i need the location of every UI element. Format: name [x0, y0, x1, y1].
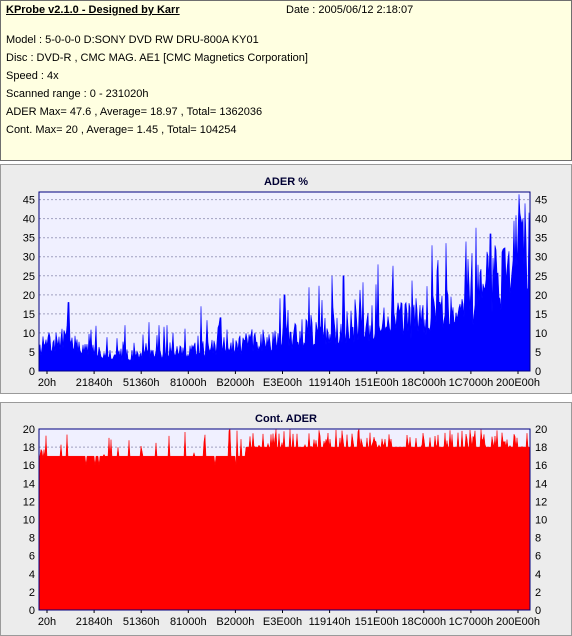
y-tick-label-right: 6	[535, 551, 541, 563]
y-tick-label-left: 40	[23, 214, 35, 226]
scan-date: Date : 2005/06/12 2:18:07	[286, 4, 414, 16]
y-tick-label-left: 20	[23, 424, 35, 436]
app-title: KProbe v2.1.0 - Designed by Karr	[6, 4, 180, 16]
chart-title: Cont. ADER	[255, 413, 317, 425]
x-tick-label: 1C7000h	[449, 616, 494, 628]
y-tick-label-right: 18	[535, 442, 547, 454]
y-tick-label-left: 6	[29, 551, 35, 563]
plot-border	[38, 428, 531, 611]
y-tick-label-right: 0	[535, 366, 541, 378]
x-tick-label: B2000h	[216, 616, 254, 628]
x-tick-label: 20h	[38, 616, 56, 628]
disc-line: Disc : DVD-R , CMC MAG. AE1 [CMC Magneti…	[6, 52, 308, 64]
x-tick-label: 51360h	[123, 616, 160, 628]
y-tick-label-left: 16	[23, 460, 35, 472]
x-tick-label: 81000h	[170, 377, 207, 389]
y-tick-label-left: 0	[29, 366, 35, 378]
x-tick-label: 20h	[38, 377, 56, 389]
cont-stats-line: Cont. Max= 20 , Average= 1.45 , Total= 1…	[6, 124, 237, 136]
x-tick-label: 18C000h	[401, 377, 446, 389]
y-tick-label-right: 10	[535, 515, 547, 527]
y-tick-label-left: 15	[23, 309, 35, 321]
x-tick-label: 119140h	[309, 616, 351, 628]
y-tick-label-left: 14	[23, 478, 35, 490]
y-tick-label-right: 12	[535, 496, 547, 508]
x-tick-label: 151E00h	[355, 377, 399, 389]
speed-line: Speed : 4x	[6, 70, 59, 82]
ader-stats-line: ADER Max= 47.6 , Average= 18.97 , Total=…	[6, 106, 263, 118]
y-tick-label-right: 20	[535, 424, 547, 436]
plot-border	[38, 191, 531, 372]
y-tick-label-left: 2	[29, 587, 35, 599]
cont-ader-chart-panel: Cont. ADER 0 0 2 2 4 4 6 6 8 8 10 10 12 12 14 14 16 16 18 18…	[0, 402, 572, 636]
ader-series-area	[38, 194, 531, 372]
scanned-range-line: Scanned range : 0 - 231020h	[6, 88, 149, 100]
x-tick-label: 200E00h	[496, 616, 540, 628]
x-tick-label: E3E00h	[263, 616, 302, 628]
y-tick-label-right: 35	[535, 233, 547, 245]
y-tick-label-left: 12	[23, 496, 35, 508]
x-tick-label: 1C7000h	[449, 377, 494, 389]
x-tick-label: 21840h	[76, 377, 113, 389]
y-tick-label-right: 10	[535, 328, 547, 340]
y-tick-label-left: 45	[23, 195, 35, 207]
x-tick-label: 81000h	[170, 616, 207, 628]
x-tick-label: 51360h	[123, 377, 160, 389]
y-tick-label-left: 8	[29, 533, 35, 545]
ader-chart-panel: ADER % 0 0 5 5 10 10 15 15 20 20 25 25 30 30 35 35 40 40 45…	[0, 164, 572, 394]
x-tick-label: 119140h	[309, 377, 351, 389]
y-tick-label-left: 4	[29, 569, 35, 581]
y-tick-label-right: 0	[535, 605, 541, 617]
model-line: Model : 5-0-0-0 D:SONY DVD RW DRU-800A K…	[6, 34, 259, 46]
y-tick-label-right: 40	[535, 214, 547, 226]
chart-title: ADER %	[264, 176, 308, 188]
x-tick-label: 200E00h	[496, 377, 540, 389]
cont-ader-series-area	[38, 428, 531, 611]
y-tick-label-left: 20	[23, 290, 35, 302]
y-tick-label-right: 16	[535, 460, 547, 472]
y-tick-label-left: 35	[23, 233, 35, 245]
ader-chart: ADER % 0 0 5 5 10 10 15 15 20 20 25 25 30 30 35 35 40 40 45…	[23, 176, 548, 389]
y-tick-label-left: 10	[23, 515, 35, 527]
y-tick-label-left: 5	[29, 347, 35, 359]
y-tick-label-left: 30	[23, 252, 35, 264]
y-tick-label-right: 4	[535, 569, 541, 581]
x-tick-label: B2000h	[216, 377, 254, 389]
info-panel: KProbe v2.1.0 - Designed by Karr Date : …	[0, 0, 572, 161]
cont-ader-chart: Cont. ADER 0 0 2 2 4 4 6 6 8 8 10 10 12 12 14 14 16 16 18 18…	[23, 413, 548, 628]
y-tick-label-left: 10	[23, 328, 35, 340]
y-tick-label-right: 15	[535, 309, 547, 321]
y-tick-label-left: 18	[23, 442, 35, 454]
y-tick-label-right: 20	[535, 290, 547, 302]
x-tick-label: 151E00h	[355, 616, 399, 628]
y-tick-label-right: 14	[535, 478, 547, 490]
y-tick-label-right: 5	[535, 347, 541, 359]
y-tick-label-right: 2	[535, 587, 541, 599]
y-tick-label-right: 30	[535, 252, 547, 264]
x-tick-label: 18C000h	[401, 616, 446, 628]
y-tick-label-right: 8	[535, 533, 541, 545]
x-tick-label: E3E00h	[263, 377, 302, 389]
x-tick-label: 21840h	[76, 616, 113, 628]
y-tick-label-right: 45	[535, 195, 547, 207]
y-tick-label-left: 0	[29, 605, 35, 617]
y-tick-label-left: 25	[23, 271, 35, 283]
y-tick-label-right: 25	[535, 271, 547, 283]
